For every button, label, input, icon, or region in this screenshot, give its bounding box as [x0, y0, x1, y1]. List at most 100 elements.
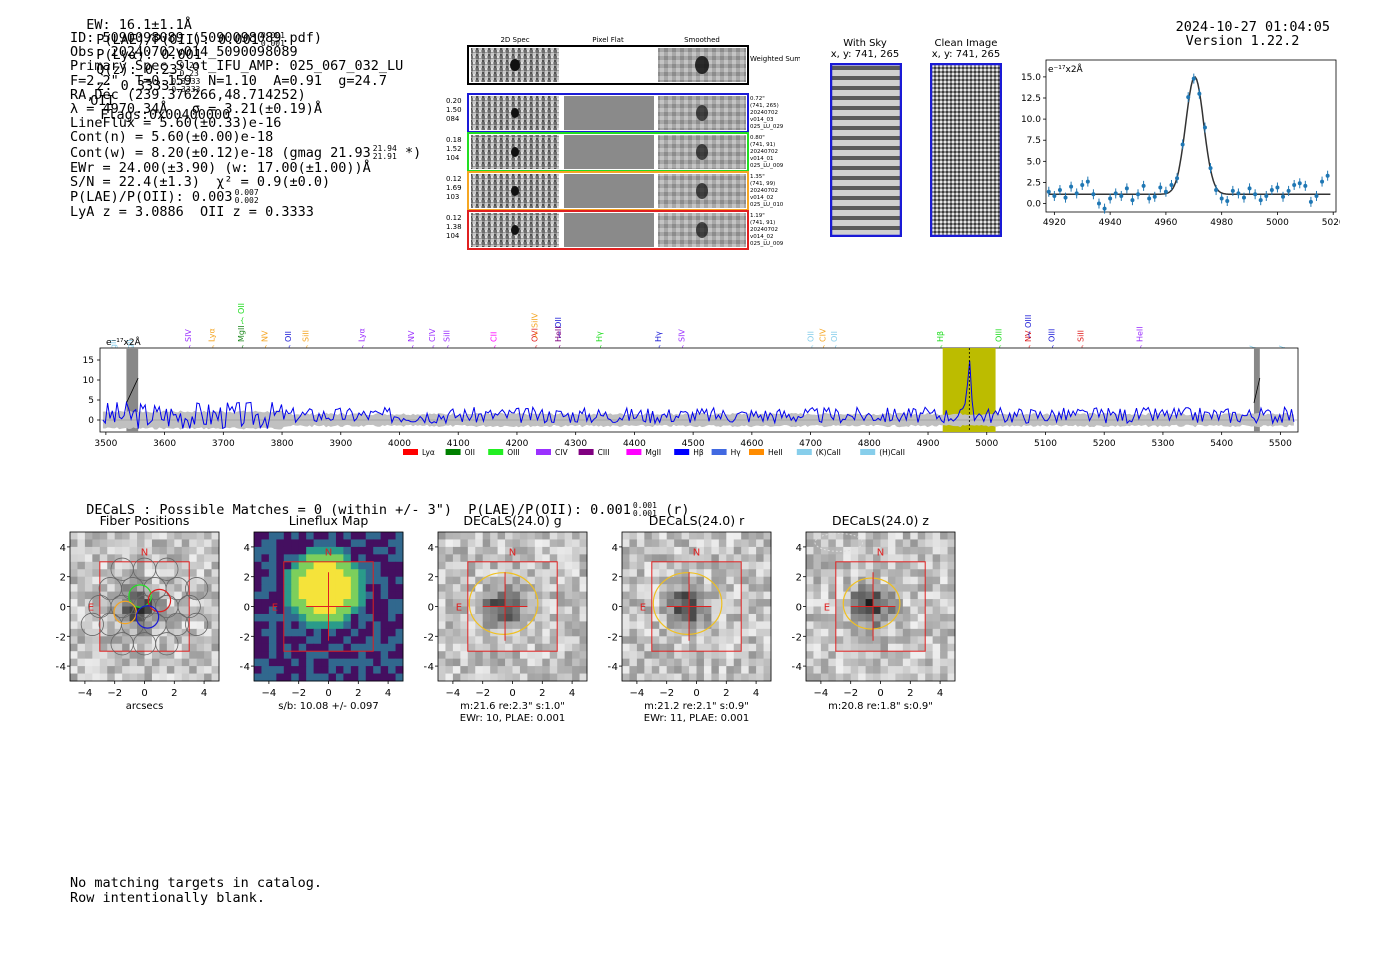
cutout-row-source-smooth	[696, 222, 708, 238]
panel-xtick-label: 4	[385, 688, 391, 699]
legend-label: MgII	[645, 448, 661, 457]
spec-xtick-label: 3500	[94, 439, 117, 449]
info-redshifts: LyA z = 3.0886 OII z = 0.3333	[70, 204, 314, 221]
cutout-row-left-label: 0.18	[446, 136, 462, 144]
fit-ytick-label: 0.0	[1027, 200, 1042, 210]
fit-point	[1236, 191, 1241, 196]
header-z: z: 0.3333	[96, 78, 170, 94]
fit-point	[1158, 185, 1163, 190]
spectral-line-label: SiIV	[531, 312, 540, 328]
panel-xtick-label: −2	[291, 688, 306, 699]
spectral-line-label: OII	[237, 303, 246, 314]
fit-point	[1258, 198, 1263, 203]
search-box	[283, 561, 374, 652]
cutout-row-right-label: 20240702	[750, 149, 778, 155]
panel-xtick-label: 2	[171, 688, 177, 699]
aperture-ellipse	[842, 577, 901, 630]
panel-xtick-label: −4	[630, 688, 645, 699]
header-flags: Flags:0x00400000	[100, 107, 231, 123]
fit-xtick-label: 4940	[1099, 218, 1122, 228]
cutout-row-source	[511, 147, 519, 157]
info-lineflux: LineFlux = 5.60(±0.33)e-16	[70, 115, 282, 132]
imaging-panel-r: DECaLS(24.0) r N E 4 2 0 −2 −4 −4 −2 0 2 4 m:21.2 re:…	[603, 510, 784, 725]
legend-swatch	[711, 449, 727, 455]
weighted-sum-label: Weighted Sum	[750, 55, 800, 63]
cutout-row-source	[511, 108, 519, 118]
panel-image	[622, 532, 772, 682]
panel-ytick-label: 0	[428, 603, 434, 614]
spectrum-yticks: 0 5 10 15	[83, 356, 100, 426]
cutout-row-source-smooth	[696, 183, 708, 199]
imaging-panel-fiber: Fiber Positions N E 4 2 0 −2 −4 −4 −2 0 2 4 arcsecs	[51, 510, 232, 725]
header-plae: P(LAE)/P(OII): 0.001	[96, 32, 259, 48]
panel-ytick-label: 4	[612, 543, 618, 554]
compass-north: N	[141, 547, 148, 558]
masked-hatch	[126, 377, 139, 404]
fiber-circle	[165, 612, 189, 636]
compass-north: N	[693, 547, 700, 558]
legend-label: CIV	[555, 448, 568, 457]
spectral-line-label: OII	[554, 317, 563, 328]
cutout-row-right-label: 20240702	[750, 227, 778, 233]
spectrum-legend: Lyα OII OIII CIV CIII MgII Hβ Hγ HeII (K)CaII (H)C…	[403, 448, 905, 457]
detection-info: ID: 5090098089 (5090098089.pdf) Obs: 202…	[70, 31, 421, 219]
fit-point	[1197, 91, 1202, 96]
spec-xtick-label: 3700	[212, 439, 235, 449]
spec-ytick-label: 5	[88, 396, 94, 406]
legend-label: (K)CaII	[816, 448, 841, 457]
spectral-line-label: Hγ	[595, 331, 604, 342]
fit-point	[1163, 189, 1168, 194]
cutout-row-source-smooth	[696, 144, 708, 160]
header-qz-range: 0.23 0.23	[179, 61, 199, 78]
spec-xtick-label: 4400	[623, 439, 646, 449]
cutout-row-right-label: v014_02	[750, 234, 774, 240]
fit-point	[1091, 192, 1096, 197]
imaging-panel-g: DECaLS(24.0) g N E 4 2 0 −2 −4 −4 −2 0 2 4 m:21.6 re:…	[419, 510, 600, 725]
panel-ytick-label: 2	[612, 573, 618, 584]
cutout-row-source-smooth	[696, 105, 708, 121]
cutout-row-right-label: 20240702	[750, 188, 778, 194]
fiber-circle	[165, 577, 189, 601]
spectral-line-bracket: {	[240, 317, 244, 325]
compass-east: E	[640, 603, 646, 614]
panel-xtick-label: −2	[659, 688, 674, 699]
spectral-line-label: Hβ	[936, 331, 945, 342]
fit-ytick-label: 15.0	[1021, 73, 1041, 83]
info-spec-slot: Primary Spec_Slot_IFU_AMP: 025_067_032_L…	[70, 58, 404, 75]
fit-point	[1292, 182, 1297, 187]
cutout-title-smoothed: Smoothed	[684, 36, 720, 44]
fit-point	[1230, 188, 1235, 193]
footer-line-2: Row intentionally blank.	[70, 890, 266, 906]
legend-swatch	[445, 449, 461, 455]
spectral-line-label: OIII	[995, 329, 1004, 342]
panel-xtick-label: −4	[78, 688, 93, 699]
header-timestamp: 2024-10-27 01:04:05	[1175, 19, 1330, 35]
spectral-line-bracket: {	[1027, 331, 1031, 339]
info-cont-n: Cont(n) = 5.60(±0.00)e-18	[70, 129, 274, 146]
weighted-sum-source-smooth	[695, 56, 709, 74]
legend-swatch	[749, 449, 764, 455]
panel-ytick-label: 4	[796, 543, 802, 554]
fiber-circle	[155, 557, 179, 581]
line-fit-points	[1046, 73, 1330, 214]
spectral-line-label: OVI	[531, 328, 540, 342]
panel-xtick-label: −4	[262, 688, 277, 699]
spectral-line-label: OIII	[1047, 329, 1056, 342]
cutout-row-right-label: v014_01	[750, 156, 774, 162]
with-sky-coords: x, y: 741, 265	[830, 49, 900, 60]
footer-line-1: No matching targets in catalog.	[70, 875, 322, 891]
header-plya: P(Lyα): 0.001	[96, 47, 202, 63]
fit-point	[1264, 193, 1269, 198]
legend-swatch	[578, 449, 594, 455]
spectrum-flux	[102, 360, 1295, 430]
fit-point	[1136, 192, 1141, 197]
cutout-title-2dspec: 2D Spec	[500, 36, 529, 44]
spectral-line-bracket: {	[534, 331, 538, 339]
masked-regions	[126, 348, 1261, 432]
panel-xtick-label: 0	[877, 688, 883, 699]
spec-xtick-label: 4300	[564, 439, 587, 449]
cutout-row-source	[511, 186, 519, 196]
spectra-cutouts: 2D Spec Pixel Flat Smoothed Weighted Sum…	[446, 36, 800, 250]
info-id: ID: 5090098089 (5090098089.pdf)	[70, 30, 322, 46]
panel-xtick-label: 4	[201, 688, 207, 699]
